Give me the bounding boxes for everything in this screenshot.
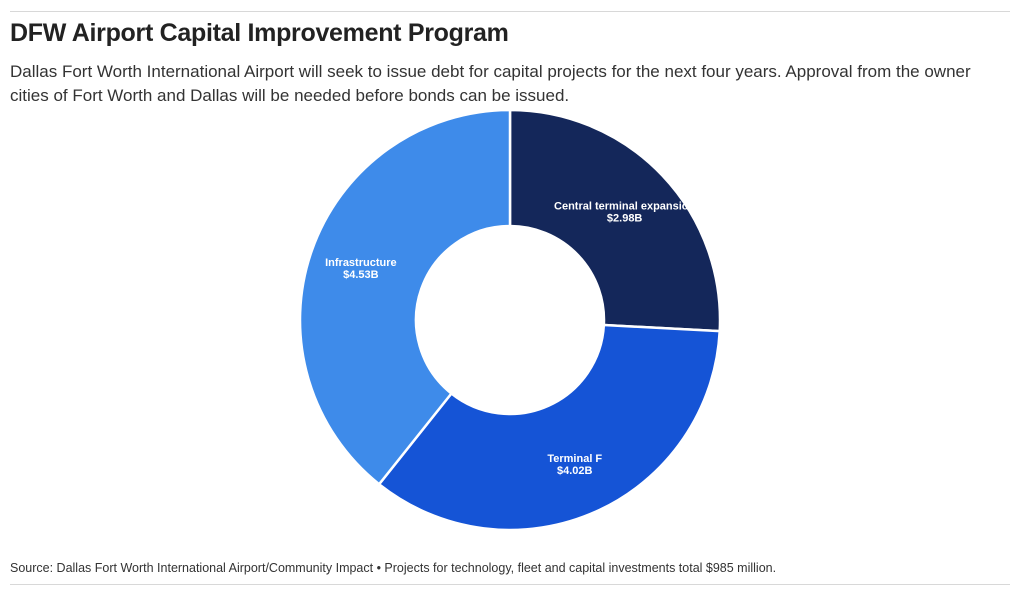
slice-value-label: $4.02B — [557, 465, 593, 477]
slice-value-label: $4.53B — [343, 269, 379, 281]
donut-chart: Central terminal expansion$2.98B Terminal… — [298, 110, 722, 532]
donut-labels: Central terminal expansion$2.98B Terminal… — [325, 200, 695, 477]
slice-value-label: $2.98B — [607, 212, 643, 224]
slice-name-label: Central terminal expansion — [554, 200, 695, 212]
slice-terminal-f — [377, 323, 721, 532]
chart-subtitle: Dallas Fort Worth International Airport … — [10, 62, 971, 105]
slice-infrastructure — [298, 110, 512, 486]
bottom-rule — [10, 584, 1010, 585]
slice-name-label: Infrastructure — [325, 257, 397, 269]
slice-central-terminal-expansion — [508, 110, 722, 333]
slice-name-label: Terminal F — [547, 453, 602, 465]
chart-title: DFW Airport Capital Improvement Program — [10, 19, 509, 47]
source-note: Source: Dallas Fort Worth International … — [10, 561, 777, 575]
donut-slices — [298, 110, 722, 532]
top-rule — [10, 11, 1010, 12]
